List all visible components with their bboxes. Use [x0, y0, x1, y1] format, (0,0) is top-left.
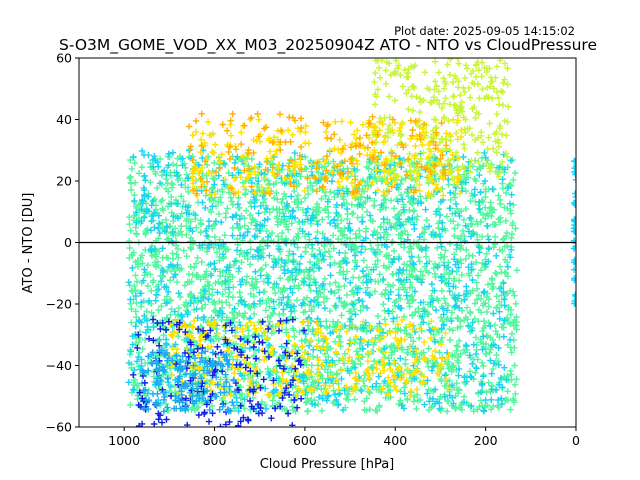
scatter-series-orange-high: [185, 110, 453, 197]
y-axis-label: ATO - NTO [DU]: [21, 193, 36, 294]
y-tick-label: −60: [46, 420, 72, 435]
x-tick-label: 0: [572, 433, 580, 448]
scatter-series-yellow-high: [189, 116, 465, 199]
y-tick-label: 20: [56, 174, 72, 189]
y-tick-label: 60: [56, 51, 72, 66]
x-axis-ticks: 1000 800 600 400 200 0: [108, 427, 580, 448]
x-tick-label: 600: [293, 433, 317, 448]
data-points-group: [125, 58, 576, 427]
x-tick-label: 400: [383, 433, 407, 448]
x-axis-label: Cloud Pressure [hPa]: [260, 457, 395, 472]
y-tick-label: −20: [46, 297, 72, 312]
y-axis-ticks: −60 −40 −20 0 20 40 60: [46, 51, 79, 435]
y-tick-label: 40: [56, 112, 72, 127]
scatter-series-blue-low: [130, 316, 308, 427]
plot-date-label: Plot date: 2025-09-05 14:15:02: [394, 24, 575, 38]
scatter-series-near-zero-pressure: [570, 157, 576, 307]
scatter-series-lightblue-low: [139, 346, 239, 415]
y-tick-label: −40: [46, 358, 72, 373]
x-tick-label: 1000: [108, 433, 140, 448]
x-tick-label: 800: [203, 433, 227, 448]
y-tick-label: 0: [64, 235, 72, 250]
x-tick-label: 200: [474, 433, 498, 448]
chart-title: S-O3M_GOME_VOD_XX_M03_20250904Z ATO - NT…: [59, 36, 597, 55]
